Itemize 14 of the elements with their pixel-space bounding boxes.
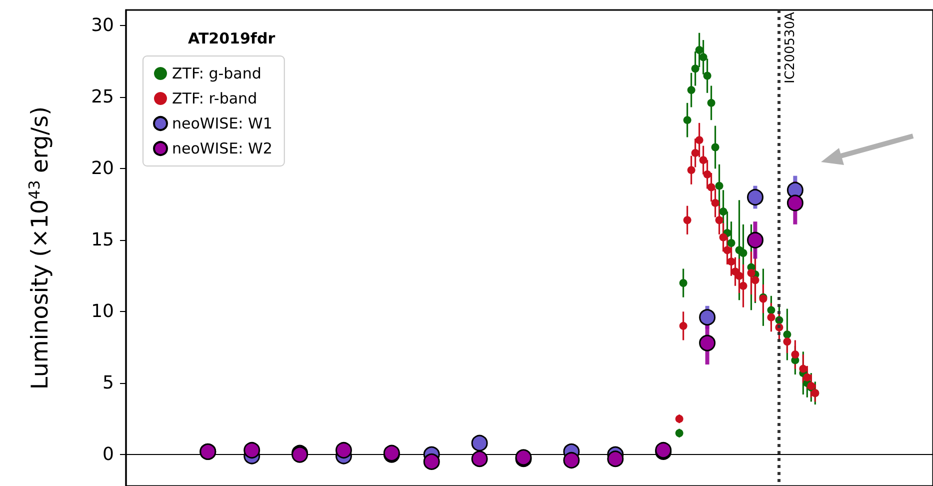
legend-label: ZTF: r-band [172,90,258,108]
y-axis-title: Luminosity (×1043 erg/s) [26,106,54,390]
y-tick-label: 0 [102,444,114,466]
text: AT2019fdr [188,30,276,48]
legend-label: neoWISE: W1 [172,114,272,132]
y-tick-label: 10 [91,301,114,322]
y-tick-label: 15 [91,230,114,251]
y-tick-label: 25 [91,86,114,108]
legend-label: neoWISE: W2 [172,140,272,158]
legend-label: ZTF: g-band [172,64,262,82]
y-tick-label: 30 [91,15,114,36]
y-tick-label: 20 [91,158,114,180]
y-tick-label: 5 [102,372,114,394]
annotation: IC200530A [783,12,798,84]
